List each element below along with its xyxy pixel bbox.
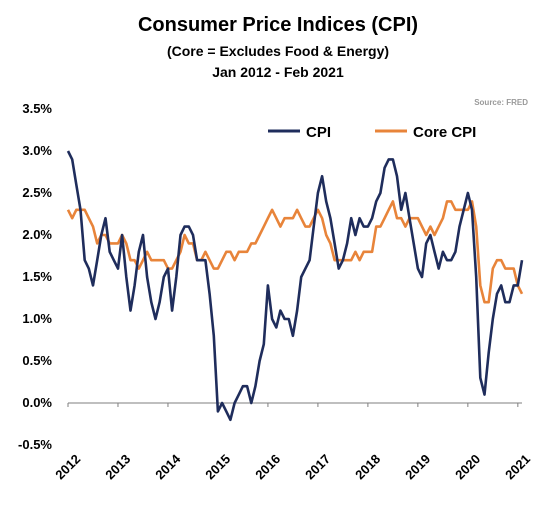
x-tick-label: 2012 [52,451,83,482]
y-tick-label: 3.5% [22,101,52,116]
y-tick-label: 2.0% [22,227,52,242]
x-tick-label: 2017 [302,451,333,482]
x-tick-label: 2018 [352,451,383,482]
chart-date-range: Jan 2012 - Feb 2021 [212,64,344,80]
chart-title: Consumer Price Indices (CPI) [137,14,419,36]
cpi-series-line [66,150,524,422]
y-tick-label: -0.5% [18,437,52,452]
x-tick-label: 2016 [252,451,283,482]
x-tick-label: 2019 [402,451,433,482]
x-tick-label: 2020 [452,451,483,482]
x-tick-label: 2021 [502,451,533,482]
y-tick-label: 0.0% [22,395,52,410]
source-note: Source: FRED [474,98,528,107]
legend-cpi-label: CPI [306,124,331,141]
y-tick-label: 1.0% [22,311,52,326]
y-tick-label: 3.0% [22,143,52,158]
y-tick-label: 1.5% [22,269,52,284]
y-tick-label: 0.5% [22,353,52,368]
legend-core-cpi-label: Core CPI [413,124,476,141]
x-tick-label: 2013 [102,451,133,482]
y-tick-label: 2.5% [22,185,52,200]
x-tick-label: 2014 [152,451,184,483]
x-tick-label: 2015 [202,451,233,482]
core-cpi-series-line [66,200,524,304]
chart-subtitle: (Core = Excludes Food & Energy) [166,43,390,59]
